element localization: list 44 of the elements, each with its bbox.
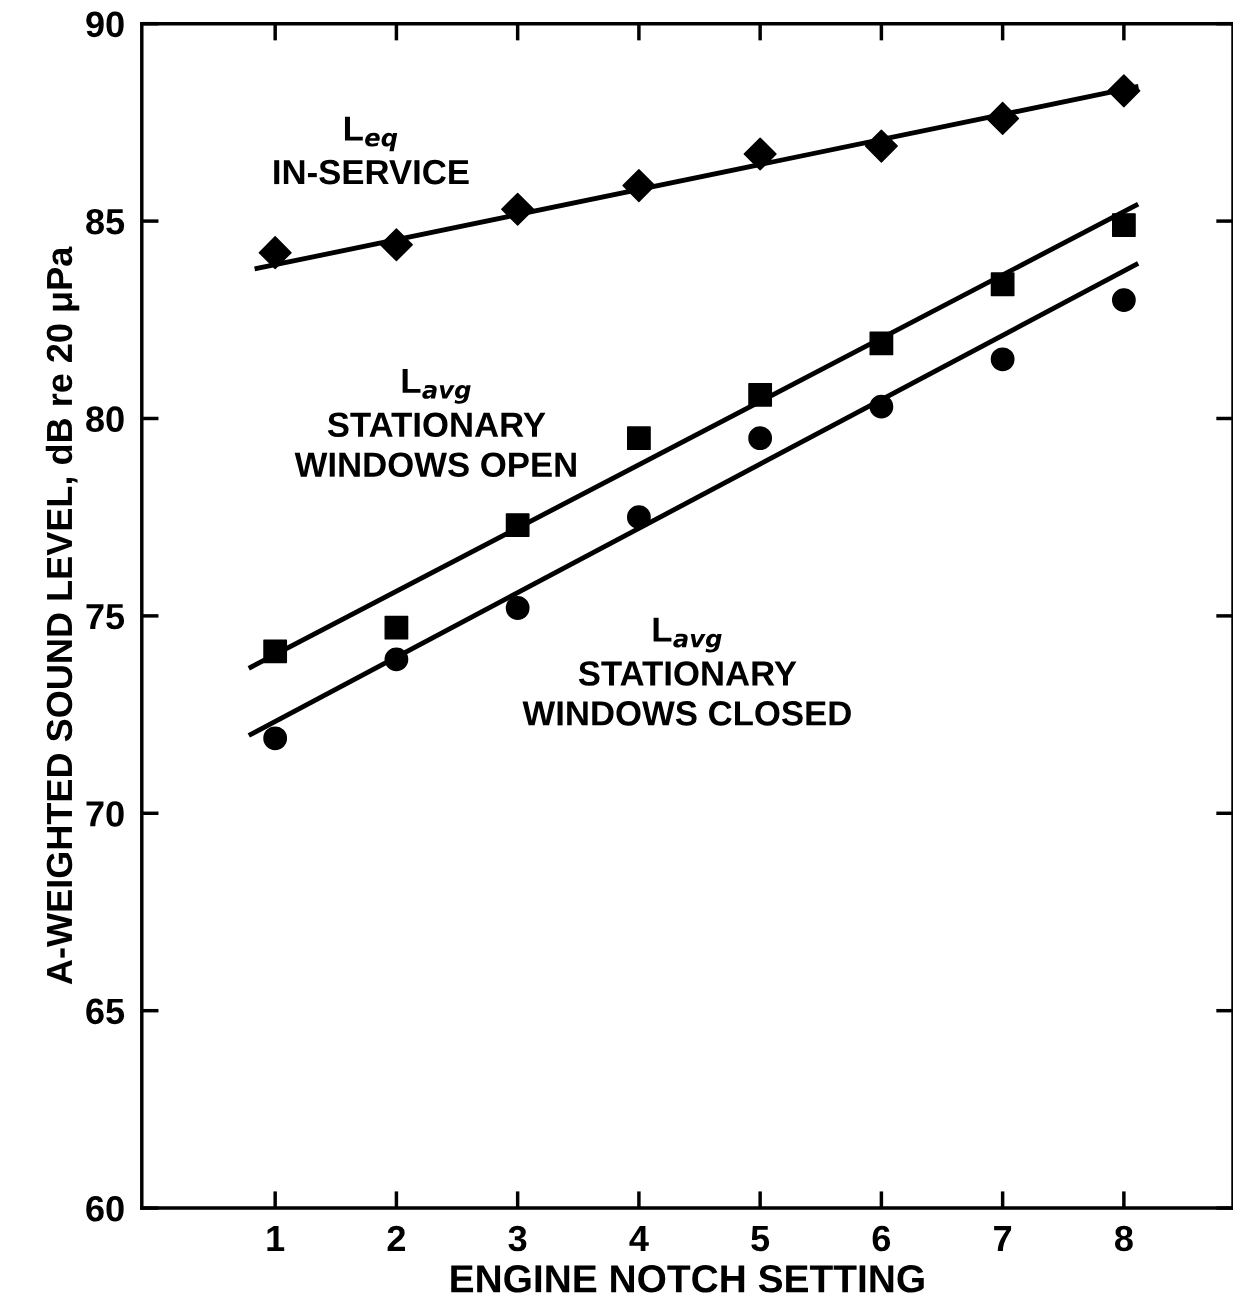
- point: [627, 505, 651, 530]
- point: [384, 615, 409, 640]
- x-tick-label: 4: [629, 1226, 649, 1251]
- x-axis-title: ENGINE NOTCH SETTING: [451, 1265, 924, 1293]
- annotation: L$_{avg}$ STATIONARY WINDOWS OPEN: [294, 368, 576, 477]
- point: [263, 639, 288, 664]
- point: [505, 596, 530, 620]
- point: [622, 169, 656, 203]
- point: [379, 228, 413, 262]
- y-tick-label: 70: [86, 801, 124, 827]
- point: [505, 513, 530, 537]
- annotation: L$_{avg}$ STATIONARY WINDOWS CLOSED: [522, 617, 851, 726]
- y-tick-label: 75: [86, 604, 125, 630]
- point: [258, 236, 292, 270]
- point: [263, 726, 288, 751]
- point: [986, 101, 1020, 135]
- point: [627, 426, 651, 451]
- x-tick-label: 7: [994, 1226, 1012, 1251]
- point: [748, 426, 773, 451]
- point: [869, 331, 894, 356]
- y-tick-label: 65: [86, 998, 125, 1025]
- point: [1111, 213, 1136, 237]
- point: [990, 272, 1015, 297]
- point: [1107, 74, 1141, 108]
- point: [743, 137, 777, 171]
- point: [990, 347, 1015, 372]
- point: [501, 192, 535, 226]
- point: [1111, 288, 1136, 312]
- y-tick-label: 85: [86, 208, 125, 235]
- point: [748, 382, 773, 407]
- x-tick-label: 3: [508, 1225, 527, 1252]
- annotation: L$_{eq}$ IN-SERVICE: [274, 116, 469, 185]
- x-tick-label: 2: [387, 1225, 406, 1251]
- y-tick-label: 90: [86, 11, 124, 38]
- y-tick-label: 60: [86, 1195, 124, 1222]
- point: [864, 129, 898, 163]
- x-tick-label: 1: [267, 1226, 285, 1251]
- y-tick-label: 80: [86, 406, 124, 432]
- x-tick-label: 8: [1114, 1225, 1133, 1252]
- x-tick-label: 6: [872, 1225, 891, 1252]
- point: [869, 394, 894, 419]
- y-axis-title: A-WEIGHTED SOUND LEVEL, dB re 20 μPa: [45, 246, 80, 985]
- x-tick-label: 5: [751, 1226, 770, 1252]
- point: [384, 647, 409, 672]
